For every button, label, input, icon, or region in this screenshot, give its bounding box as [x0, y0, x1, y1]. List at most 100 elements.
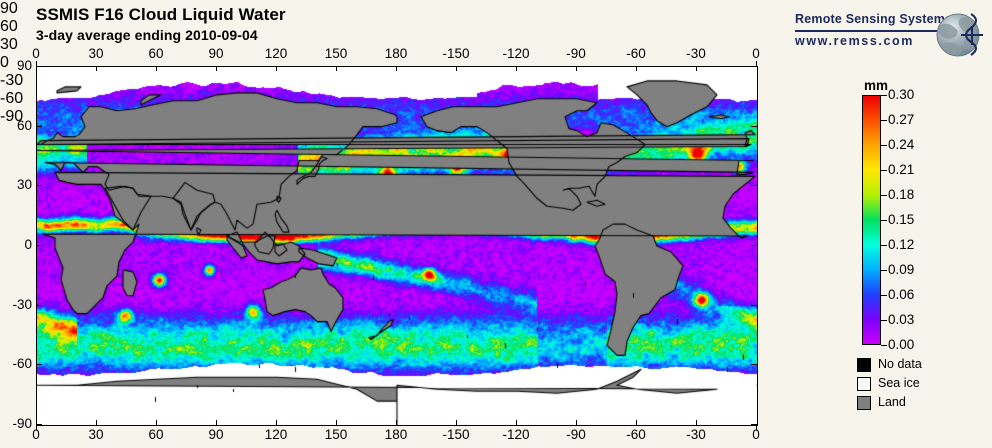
colorbar-tick-label: 0.21: [888, 162, 914, 177]
remss-logo[interactable]: Remote Sensing Systems www.remss.com: [795, 10, 985, 62]
y-axis-label-left: 0: [0, 237, 32, 252]
mask-legend: No data Sea ice Land: [857, 356, 987, 413]
x-axis-tick: [576, 420, 577, 425]
x-axis-tick: [636, 420, 637, 425]
legend-label: Land: [878, 395, 906, 409]
logo-website-url: www.remss.com: [795, 34, 945, 48]
page-subtitle: 3-day average ending 2010-09-04: [36, 27, 258, 43]
colorbar-tick-label: 0.12: [888, 237, 914, 252]
x-axis-label-top: -60: [616, 46, 656, 61]
y-axis-label-right: 60: [0, 18, 32, 36]
y-axis-label-left: -30: [0, 297, 32, 312]
x-axis-tick: [276, 66, 277, 71]
colorbar-tick-label: 0.00: [888, 337, 914, 352]
colorbar-tick-label: 0.03: [888, 312, 914, 327]
x-axis-tick: [696, 420, 697, 425]
x-axis-tick: [96, 420, 97, 425]
x-axis-label-bottom: -30: [676, 427, 716, 442]
x-axis-tick: [456, 420, 457, 425]
x-axis-label-bottom: 30: [76, 427, 116, 442]
y-axis-tick: [36, 66, 42, 67]
x-axis-tick: [516, 66, 517, 71]
x-axis-label-bottom: -60: [616, 427, 656, 442]
x-axis-tick: [516, 420, 517, 425]
x-axis-tick: [156, 420, 157, 425]
x-axis-label-bottom: 90: [196, 427, 236, 442]
legend-swatch: [857, 377, 871, 391]
colorbar-tick-label: 0.18: [888, 187, 914, 202]
y-axis-tick: [36, 424, 42, 425]
x-axis-label-bottom: -150: [436, 427, 476, 442]
legend-item: No data: [857, 356, 987, 375]
x-axis-label-bottom: -120: [496, 427, 536, 442]
x-axis-label-bottom: 120: [256, 427, 296, 442]
map-plot-area[interactable]: [36, 66, 758, 426]
colorbar-tick-label: 0.27: [888, 112, 914, 127]
x-axis-tick: [576, 66, 577, 71]
colorbar-tick: [881, 320, 887, 321]
colorbar-tick: [881, 170, 887, 171]
y-axis-tick: [751, 126, 757, 127]
x-axis-tick: [396, 420, 397, 425]
y-axis-label-left: -90: [0, 416, 32, 431]
x-axis-label-bottom: 180: [376, 427, 416, 442]
legend-label: No data: [878, 357, 922, 371]
y-axis-label-right: -60: [0, 90, 32, 108]
x-axis-label-bottom: 60: [136, 427, 176, 442]
y-axis-tick: [36, 245, 42, 246]
y-axis-label-left: 30: [0, 177, 32, 192]
y-axis-tick: [751, 245, 757, 246]
x-axis-tick: [336, 66, 337, 71]
y-axis-tick: [36, 305, 42, 306]
colorbar-tick: [881, 295, 887, 296]
y-axis-tick: [751, 424, 757, 425]
x-axis-tick: [696, 66, 697, 71]
cloud-liquid-water-heatmap: [37, 67, 757, 425]
y-axis-label-left: 90: [0, 58, 32, 73]
x-axis-label-top: -30: [676, 46, 716, 61]
x-axis-label-bottom: 150: [316, 427, 356, 442]
colorbar: [862, 95, 881, 345]
x-axis-label-top: -150: [436, 46, 476, 61]
y-axis-tick: [751, 66, 757, 67]
y-axis-label-left: 60: [0, 118, 32, 133]
x-axis-label-top: -90: [556, 46, 596, 61]
logo-organization-name: Remote Sensing Systems: [795, 12, 935, 26]
legend-swatch: [857, 358, 871, 372]
colorbar-tick-label: 0.09: [888, 262, 914, 277]
colorbar-tick: [881, 220, 887, 221]
x-axis-tick: [396, 66, 397, 71]
x-axis-label-top: 60: [136, 46, 176, 61]
colorbar-tick-label: 0.06: [888, 287, 914, 302]
colorbar-tick: [881, 195, 887, 196]
colorbar-tick: [881, 120, 887, 121]
legend-item: Land: [857, 394, 987, 413]
y-axis-tick: [36, 126, 42, 127]
figure-root: SSMIS F16 Cloud Liquid Water 3-day avera…: [0, 0, 992, 448]
colorbar-gradient: [863, 96, 880, 344]
x-axis-label-top: 150: [316, 46, 356, 61]
colorbar-tick-label: 0.24: [888, 137, 914, 152]
y-axis-label-left: -60: [0, 356, 32, 371]
colorbar-tick-label: 0.15: [888, 212, 914, 227]
x-axis-label-top: 30: [76, 46, 116, 61]
x-axis-label-top: 0: [736, 46, 776, 61]
colorbar-tick: [881, 345, 887, 346]
x-axis-tick: [456, 66, 457, 71]
colorbar-tick: [881, 270, 887, 271]
x-axis-label-top: 90: [196, 46, 236, 61]
x-axis-tick: [156, 66, 157, 71]
x-axis-tick: [216, 420, 217, 425]
globe-icon: [931, 8, 985, 62]
colorbar-tick: [881, 95, 887, 96]
y-axis-tick: [36, 364, 42, 365]
x-axis-tick: [216, 66, 217, 71]
legend-item: Sea ice: [857, 375, 987, 394]
legend-swatch: [857, 396, 871, 410]
y-axis-tick: [751, 185, 757, 186]
x-axis-tick: [276, 420, 277, 425]
y-axis-tick: [36, 185, 42, 186]
colorbar-tick-label: 0.30: [888, 87, 914, 102]
page-title: SSMIS F16 Cloud Liquid Water: [36, 5, 286, 25]
x-axis-tick: [96, 66, 97, 71]
